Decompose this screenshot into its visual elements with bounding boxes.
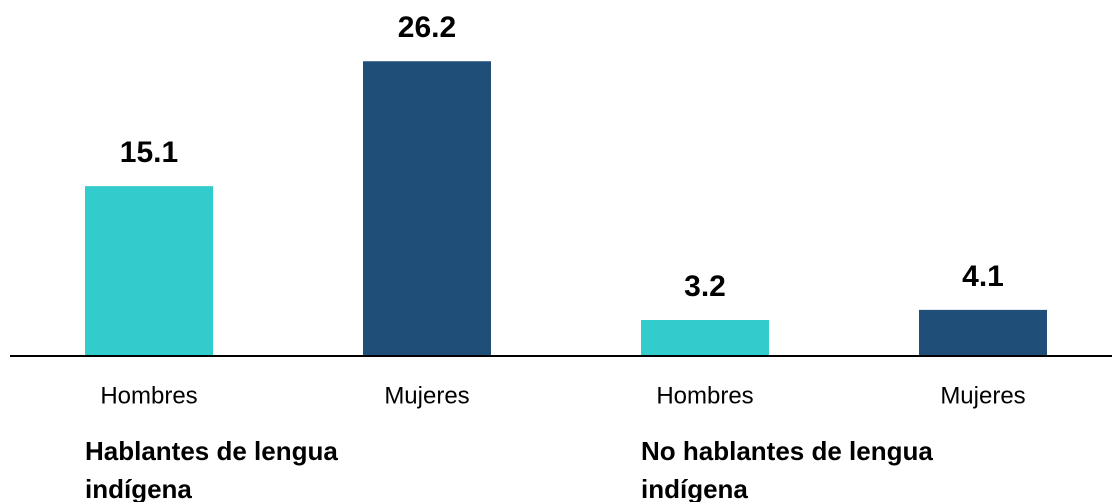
data-label: 15.1 <box>120 136 178 169</box>
group-label: No hablantes de lengua indígena <box>641 436 933 502</box>
x-tick-label: Mujeres <box>940 382 1025 409</box>
x-tick-label: Hombres <box>100 382 197 409</box>
bar <box>363 61 491 356</box>
bar <box>85 186 213 356</box>
bar <box>919 309 1047 356</box>
bar <box>641 320 769 356</box>
data-label: 3.2 <box>684 270 726 303</box>
x-tick-label: Hombres <box>656 382 753 409</box>
data-label: 26.2 <box>398 11 456 44</box>
x-tick-label: Mujeres <box>384 382 469 409</box>
group-label: Hablantes de lengua indígena <box>85 436 338 502</box>
data-label: 4.1 <box>962 260 1004 293</box>
